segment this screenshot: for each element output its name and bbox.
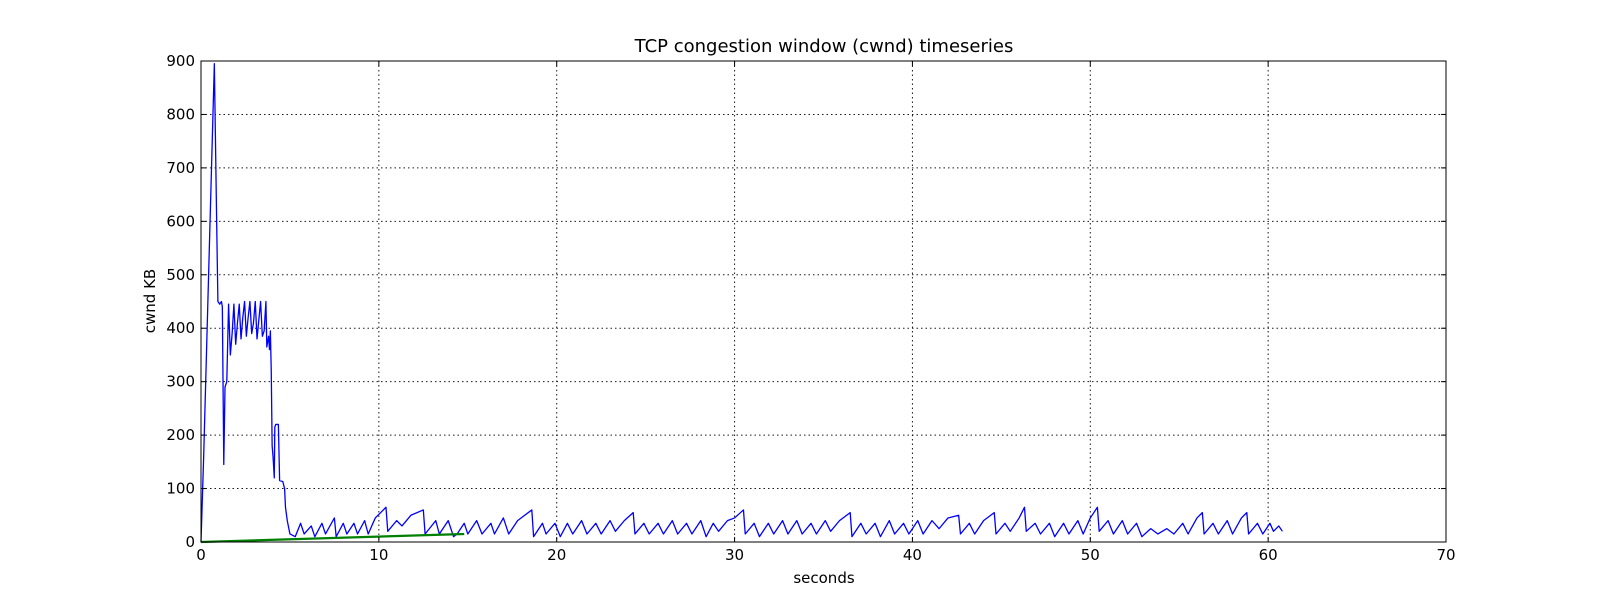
x-tick-label: 20 — [547, 546, 566, 564]
y-tick-label: 100 — [166, 480, 195, 498]
y-tick-label: 200 — [166, 426, 195, 444]
y-tick-label: 500 — [166, 266, 195, 284]
y-tick-label: 800 — [166, 105, 195, 123]
x-tick-label: 70 — [1436, 546, 1455, 564]
cwnd-series-line — [200, 63, 1283, 543]
tick-layer: 0 10 20 30 40 50 60 700100200300400500600700800… — [166, 52, 1455, 564]
plot-frame — [200, 60, 1447, 543]
x-tick-label: 30 — [725, 546, 744, 564]
y-axis-label: cwnd KB — [141, 269, 159, 333]
series-layer — [200, 63, 1283, 544]
y-tick-label: 700 — [166, 159, 195, 177]
chart-title: TCP congestion window (cwnd) timeseries — [634, 36, 1014, 57]
y-tick-label: 0 — [185, 533, 195, 551]
y-tick-label: 600 — [166, 212, 195, 230]
x-tick-label: 50 — [1081, 546, 1100, 564]
grid-lines — [201, 61, 1446, 542]
x-tick-label: 40 — [903, 546, 922, 564]
y-tick-label: 900 — [166, 52, 195, 70]
trend-series-line — [200, 532, 465, 544]
y-tick-label: 400 — [166, 319, 195, 337]
x-tick-label: 0 — [196, 546, 206, 564]
x-tick-label: 10 — [369, 546, 388, 564]
y-tick-label: 300 — [166, 373, 195, 391]
x-tick-label: 60 — [1259, 546, 1278, 564]
x-axis-label: seconds — [793, 569, 854, 587]
